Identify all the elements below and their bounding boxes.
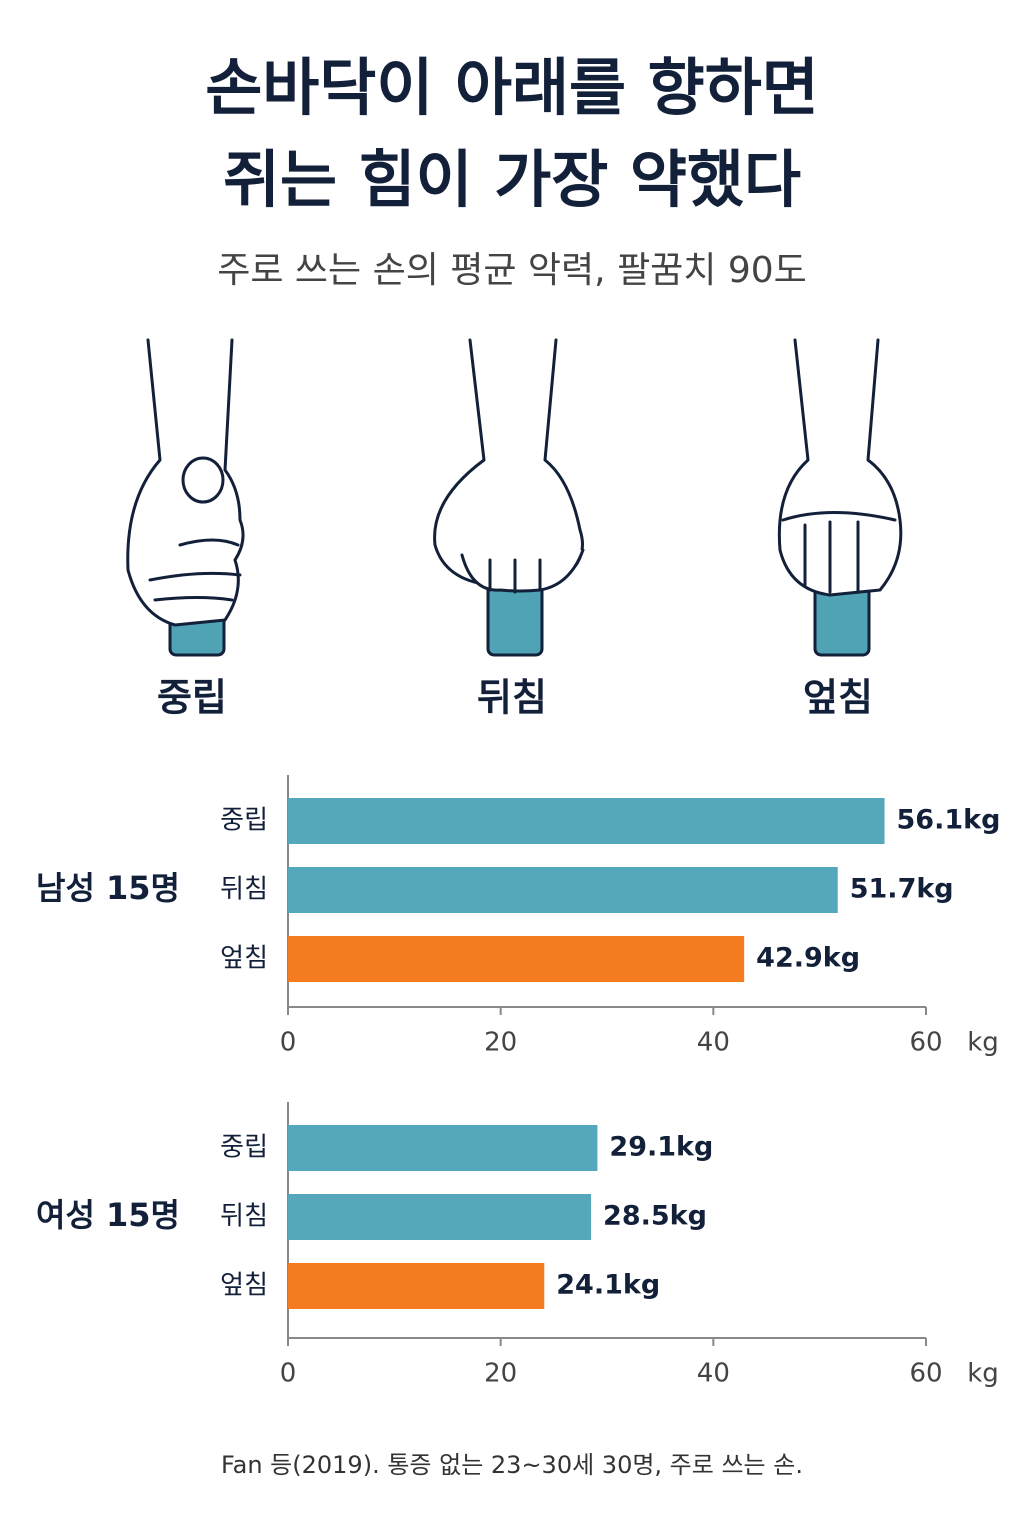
- hand-supination: [433, 338, 585, 657]
- bar: [288, 867, 838, 913]
- value-label: 28.5kg: [603, 1201, 707, 1232]
- x-tick-label: 0: [280, 1028, 297, 1058]
- bar: [288, 1194, 592, 1240]
- source-note: Fan 등(2019). 통증 없는 23~30세 30명, 주로 쓰는 손.: [221, 1451, 803, 1479]
- group-label: 여성 15명: [36, 1196, 180, 1234]
- category-label: 뒤침: [220, 875, 268, 905]
- x-axis-label: kg: [967, 1028, 999, 1058]
- x-tick-label: 0: [280, 1359, 297, 1389]
- x-tick-label: 60: [909, 1028, 942, 1058]
- bar: [288, 1125, 598, 1171]
- value-label: 29.1kg: [609, 1132, 713, 1163]
- title-line: 손바닥이 아래를 향하면: [205, 51, 819, 124]
- x-axis-label: kg: [967, 1359, 999, 1389]
- x-tick-label: 20: [484, 1359, 517, 1389]
- category-label: 엎침: [220, 944, 268, 974]
- category-label: 엎침: [220, 1271, 268, 1301]
- value-label: 42.9kg: [756, 943, 860, 974]
- category-label: 중립: [220, 1133, 268, 1163]
- bar: [288, 936, 745, 982]
- category-label: 중립: [220, 806, 268, 836]
- value-label: 56.1kg: [897, 805, 1001, 836]
- x-tick-label: 40: [697, 1028, 730, 1058]
- x-tick-label: 60: [909, 1359, 942, 1389]
- bar: [288, 798, 885, 844]
- category-label: 뒤침: [220, 1202, 268, 1232]
- value-label: 24.1kg: [556, 1270, 660, 1301]
- subtitle: 주로 쓰는 손의 평균 악력, 팔꿈치 90도: [217, 250, 807, 291]
- grip-label: 중립: [157, 676, 227, 720]
- x-tick-label: 40: [697, 1359, 730, 1389]
- hand-neutral: [126, 338, 245, 657]
- group-label: 남성 15명: [36, 869, 180, 907]
- grip-label: 뒤침: [477, 676, 547, 720]
- value-label: 51.7kg: [850, 874, 954, 905]
- hand-pronation: [777, 338, 903, 657]
- grip-label: 엎침: [803, 676, 873, 720]
- bar: [288, 1263, 545, 1309]
- x-tick-label: 20: [484, 1028, 517, 1058]
- title-line: 쥐는 힘이 가장 약했다: [223, 143, 801, 216]
